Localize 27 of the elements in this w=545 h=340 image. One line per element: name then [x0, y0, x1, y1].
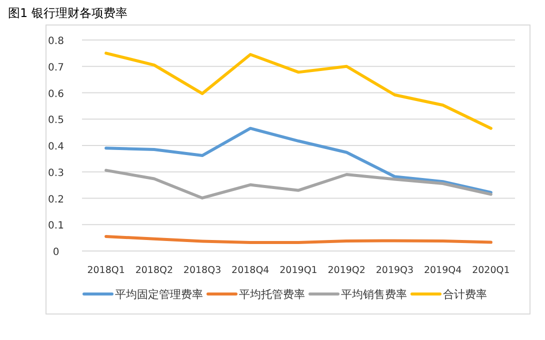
x-tick-label: 2019Q4 [424, 265, 462, 276]
y-tick-label: 0.2 [48, 194, 64, 206]
y-tick-label: 0.8 [48, 36, 64, 47]
x-tick-label: 2018Q2 [135, 265, 174, 276]
y-tick-label: 0.1 [48, 220, 64, 232]
x-tick-label: 2018Q3 [183, 265, 222, 276]
x-tick-label: 2020Q1 [472, 265, 510, 276]
chart-title: 图1 银行理财各项费率 [8, 6, 128, 20]
x-tick-label: 2018Q4 [232, 265, 270, 276]
line-series [104, 126, 492, 194]
line-series [104, 234, 492, 244]
y-tick-label: 0.6 [48, 88, 64, 100]
y-tick-label: 0 [52, 247, 60, 258]
legend-label: 平均托管费率 [239, 288, 305, 301]
line-series [104, 52, 492, 130]
x-tick-label: 2019Q2 [328, 265, 366, 276]
y-tick-label: 0.4 [48, 142, 64, 152]
legend-label: 平均销售费率 [341, 288, 407, 301]
line-series [104, 168, 492, 200]
y-tick-label: 0.7 [48, 62, 64, 74]
x-tick-label: 2019Q3 [376, 265, 414, 276]
y-tick-label: 0.5 [48, 115, 64, 126]
legend-label: 平均固定管理费率 [115, 288, 203, 301]
legend-label: 合计费率 [443, 288, 487, 301]
y-tick-label: 0.3 [48, 168, 64, 179]
x-tick-label: 2018Q1 [87, 265, 125, 276]
x-tick-label: 2019Q1 [280, 265, 318, 276]
